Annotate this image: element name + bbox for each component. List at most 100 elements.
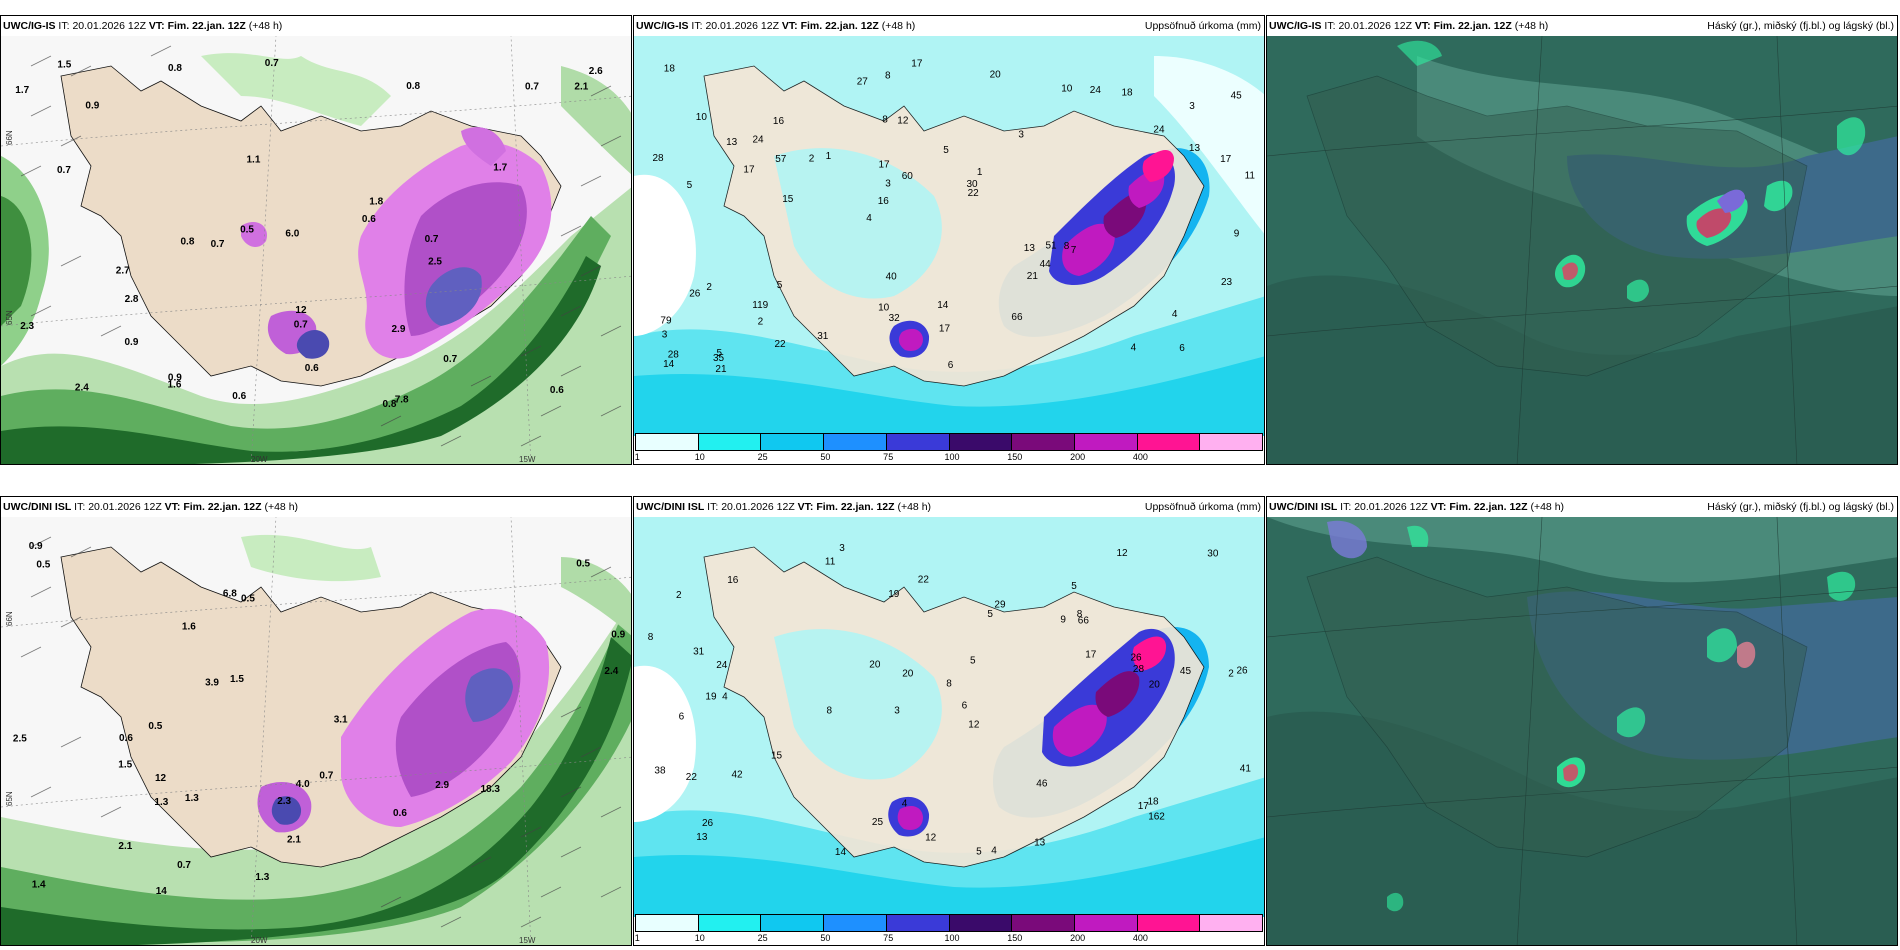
vt-label: VT: (1414, 20, 1431, 32)
map-value-label: 4 (722, 691, 728, 702)
colorbar-swatch (1200, 915, 1263, 931)
map-value-label: 12 (295, 305, 307, 316)
it-value: 20.01.2026 12Z (88, 501, 162, 513)
map-value-label: 0.7 (525, 82, 539, 93)
map-value-label: 20 (1149, 680, 1161, 691)
colorbar-swatch (1137, 434, 1201, 450)
lead-time: (+48 h) (1514, 20, 1549, 32)
map-value-label: 12 (155, 773, 167, 784)
map-value-label: 0.7 (177, 860, 191, 871)
map-value-label: 28 (653, 153, 665, 164)
accum-precip-svg: 6534358521321217108111313161031610544862… (634, 36, 1264, 436)
colorbar-swatch (636, 434, 699, 450)
map-value-label: 22 (686, 772, 698, 783)
map-value-label: 0.6 (232, 391, 246, 402)
map-value-label: 2.5 (428, 256, 442, 267)
panel-clouds-row2: UWC/DINI ISL IT: 20.01.2026 12Z VT: Fim.… (1266, 496, 1898, 946)
map-value-label: 51 (1046, 241, 1058, 252)
map-value-label: 20 (902, 669, 914, 680)
map-value-label: 12 (897, 116, 909, 127)
colorbar-tick-label: 75 (883, 452, 894, 462)
map-value-label: 1 (826, 151, 832, 162)
map-value-label: 24 (716, 660, 728, 671)
precip-colorbar: 1 10 25 50 75 100 150 200 400 (635, 433, 1263, 463)
map-value-label: 23 (1221, 277, 1233, 288)
panel-header: UWC/DINI ISL IT: 20.01.2026 12Z VT: Fim.… (1, 497, 631, 517)
precip-colorbar: 1 10 25 50 75 100 150 200 400 (635, 914, 1263, 944)
map-value-label: 29 (994, 600, 1006, 611)
it-value: 20.01.2026 12Z (1338, 20, 1412, 32)
map-value-label: 13 (726, 137, 738, 148)
map-value-label: 5 (777, 280, 783, 291)
map-value-label: 17 (911, 59, 923, 70)
map-value-label: 4.0 (296, 779, 310, 790)
map-value-label: 35 (713, 353, 725, 364)
map-value-label: 18 (1122, 88, 1134, 99)
panel-wind-precip-row1: UWC/IG-IS IT: 20.01.2026 12Z VT: Fim. 22… (0, 15, 632, 465)
model-name: UWC/DINI ISL (3, 501, 72, 513)
colorbar-tick-label: 50 (820, 933, 831, 943)
colorbar-swatch (1074, 915, 1138, 931)
panel-accum-precip-row2: UWC/DINI ISL IT: 20.01.2026 12Z VT: Fim.… (633, 496, 1265, 946)
map-value-label: 0.9 (85, 100, 99, 111)
vt-label: VT: (797, 501, 814, 513)
map-value-label: 16 (773, 116, 785, 127)
map-value-label: 5 (987, 609, 993, 620)
map-value-label: 11 (825, 557, 836, 568)
map-value-label: 24 (753, 134, 765, 145)
map-value-label: 1.7 (15, 85, 29, 96)
wind-precip-svg: 66N 65N 20W 15W 0.60.80.90.70.80.90.80.6… (1, 36, 631, 464)
map-value-label: 15 (782, 194, 794, 205)
map-value-label: 27 (857, 76, 869, 87)
map-value-label: 22 (968, 188, 980, 199)
map-value-label: 4 (902, 798, 908, 809)
colorbar-tick-label: 200 (1070, 452, 1086, 462)
model-name: UWC/IG-IS (636, 20, 689, 32)
map-value-label: 12 (968, 720, 980, 731)
map-value-label: 5 (976, 847, 982, 858)
colorbar-tick-label: 50 (820, 452, 831, 462)
map-value-label: 8 (885, 71, 891, 82)
map-value-label: 0.9 (611, 630, 625, 641)
map-value-label: 8 (648, 632, 654, 643)
map-value-label: 5 (943, 145, 949, 156)
panel-header: UWC/IG-IS IT: 20.01.2026 12Z VT: Fim. 22… (634, 16, 1264, 36)
map-value-label: 57 (775, 154, 787, 165)
map-value-label: 18 (664, 64, 676, 75)
lat-label-65: 65N (5, 791, 14, 806)
wind-precip-map: 66N 65N 20W 15W 0.5 0.9 2.5 0.5 0.9 0.6 0.5 1.3… (1, 517, 631, 945)
map-value-label: 2.7 (116, 266, 130, 277)
map-value-label: 1.3 (255, 872, 269, 883)
vt-value: Fim. 22.jan. 12Z (800, 20, 879, 32)
map-value-label: 14 (937, 300, 949, 311)
model-name: UWC/IG-IS (3, 20, 56, 32)
accum-precip-map: 6 5 3 4 3 5 8 5 2 1 3 2 12 1 7 10 8 11 13 13 16 10 3 16 10 5 4 4 8 6 2… (634, 36, 1264, 464)
lead-time: (+48 h) (881, 20, 916, 32)
map-value-label: 14 (663, 359, 675, 370)
map-value-label: 26 (689, 288, 701, 299)
map-value-label: 17 (1085, 650, 1097, 661)
it-value: 20.01.2026 12Z (705, 20, 779, 32)
map-value-label: 0.8 (383, 399, 397, 410)
it-value: 20.01.2026 12Z (721, 501, 795, 513)
wind-precip-map: 66N 65N 20W 15W 0.6 0.8 0.9 0.7 0.8 0.9 0.8 0.6… (1, 36, 631, 464)
map-value-label: 3 (1189, 101, 1195, 112)
map-value-label: 22 (775, 339, 787, 350)
map-value-label: 3 (839, 543, 845, 554)
vt-label: VT: (148, 20, 165, 32)
vt-value: Fim. 22.jan. 12Z (183, 501, 262, 513)
map-value-label: 26 (1131, 653, 1143, 664)
map-value-label: 30 (967, 179, 979, 190)
map-value-label: 0.5 (241, 593, 255, 604)
map-value-label: 32 (889, 313, 901, 324)
map-value-label: 42 (732, 769, 744, 780)
map-value-label: 8 (882, 115, 888, 126)
map-value-label: 4 (1131, 343, 1137, 354)
map-value-label: 0.7 (443, 354, 457, 365)
map-value-label: 3 (894, 706, 900, 717)
precip-title: Uppsöfnuð úrkoma (mm) (1144, 20, 1261, 32)
model-name: UWC/DINI ISL (636, 501, 705, 513)
colorbar-ticks: 1 10 25 50 75 100 150 200 400 (635, 933, 1263, 944)
left-value-labels: 0.6 0.8 0.9 0.7 0.8 0.9 0.8 0.6 0.7 1.1 0.7 0.6 0.5 0… (15, 58, 603, 410)
